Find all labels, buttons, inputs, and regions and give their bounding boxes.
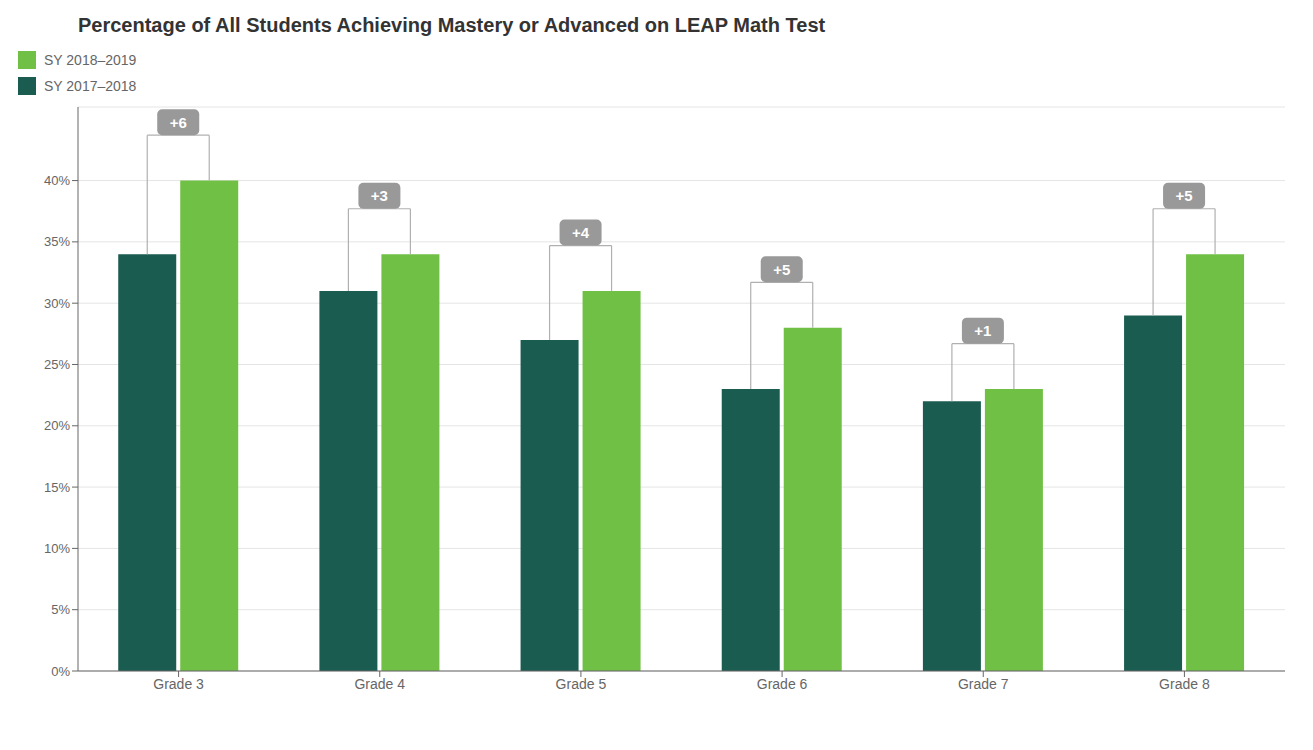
svg-text:Grade 3: Grade 3	[153, 676, 204, 692]
svg-text:Grade 4: Grade 4	[354, 676, 405, 692]
svg-text:Grade 7: Grade 7	[958, 676, 1009, 692]
svg-text:+1: +1	[974, 322, 991, 339]
svg-text:10%: 10%	[44, 541, 70, 556]
html-text:SY 2018–2019: SY 2018–2019	[44, 52, 137, 68]
svg-text:35%: 35%	[44, 234, 70, 249]
svg-text:+6: +6	[170, 114, 187, 131]
svg-text:Grade 8: Grade 8	[1159, 676, 1210, 692]
svg-text:20%: 20%	[44, 418, 70, 433]
html-text:SY 2017–2018: SY 2017–2018	[44, 78, 137, 94]
svg-text:+5: +5	[1176, 187, 1193, 204]
svg-text:Grade 6: Grade 6	[757, 676, 808, 692]
svg-text:5%: 5%	[51, 602, 70, 617]
svg-text:+4: +4	[572, 224, 590, 241]
svg-text:+3: +3	[371, 187, 388, 204]
svg-text:30%: 30%	[44, 296, 70, 311]
svg-text:25%: 25%	[44, 357, 70, 372]
svg-text:0%: 0%	[51, 664, 70, 679]
svg-text:+5: +5	[773, 261, 790, 278]
svg-text:40%: 40%	[44, 173, 70, 188]
svg-text:15%: 15%	[44, 480, 70, 495]
svg-text:Grade 5: Grade 5	[556, 676, 607, 692]
html-text:Percentage of All Students Ach: Percentage of All Students Achieving Mas…	[78, 14, 826, 36]
